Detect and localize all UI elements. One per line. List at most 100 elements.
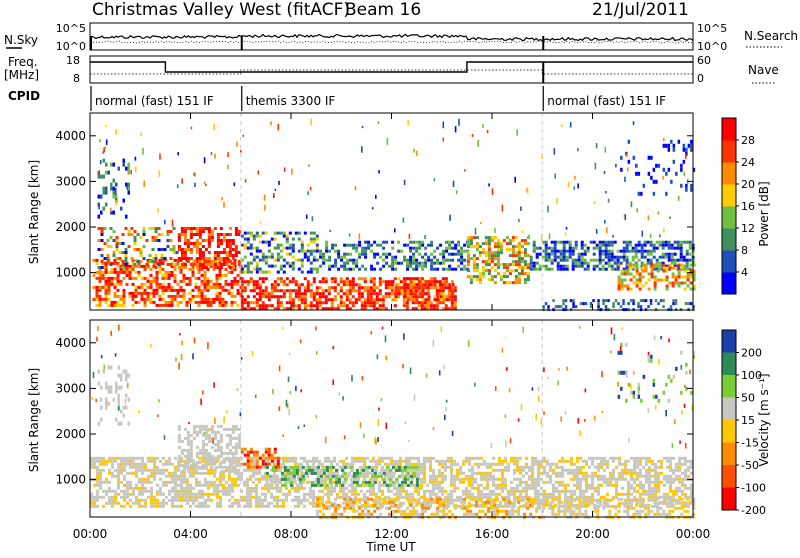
heatmap-cell <box>430 304 433 307</box>
heatmap-cell <box>507 466 510 469</box>
heatmap-cell <box>647 305 650 308</box>
heatmap-cell <box>141 133 143 137</box>
heatmap-cell <box>686 241 689 244</box>
heatmap-cell <box>204 481 207 484</box>
heatmap-cell <box>187 260 190 263</box>
nsearch-tick-high: 10^5 <box>697 22 727 35</box>
heatmap-cell <box>96 490 99 493</box>
heatmap-cell <box>654 463 657 466</box>
heatmap-cell <box>627 469 630 472</box>
heatmap-cell <box>256 292 259 295</box>
heatmap-cell <box>549 478 552 481</box>
heatmap-cell <box>180 487 183 490</box>
heatmap-cell <box>168 493 171 496</box>
heatmap-cell <box>572 265 575 268</box>
heatmap-cell <box>465 460 468 463</box>
heatmap-cell <box>141 283 144 286</box>
heatmap-cell <box>669 484 672 487</box>
heatmap-cell <box>388 280 391 283</box>
heatmap-cell <box>138 301 141 304</box>
heatmap-cell <box>108 460 111 463</box>
heatmap-cell <box>621 279 624 282</box>
heatmap-cell <box>650 299 653 302</box>
heatmap-cell <box>219 277 222 280</box>
heatmap-cell <box>504 502 507 505</box>
heatmap-cell <box>373 277 376 280</box>
heatmap-cell <box>195 481 198 484</box>
heatmap-cell <box>210 301 213 304</box>
heatmap-cell <box>675 466 678 469</box>
heatmap-cell <box>561 469 564 472</box>
heatmap-cell <box>161 254 164 257</box>
heatmap-cell <box>352 289 355 292</box>
heatmap-cell <box>228 487 231 490</box>
heatmap-cell <box>450 496 453 499</box>
heatmap-cell <box>143 230 146 233</box>
heatmap-cell <box>419 277 422 280</box>
heatmap-cell <box>343 301 346 304</box>
heatmap-cell <box>614 262 617 265</box>
heatmap-cell <box>340 280 343 283</box>
heatmap-cell <box>327 496 330 499</box>
heatmap-cell <box>388 292 391 295</box>
heatmap-cell <box>477 463 480 466</box>
heatmap-cell <box>310 268 313 271</box>
heatmap-cell <box>678 487 681 490</box>
heatmap-cell <box>620 156 623 160</box>
heatmap-cell <box>303 493 306 496</box>
heatmap-cell <box>681 276 684 279</box>
heatmap-cell <box>222 493 225 496</box>
heatmap-cell <box>433 268 436 271</box>
heatmap-cell <box>669 478 672 481</box>
heatmap-cell <box>477 472 480 475</box>
heatmap-cell <box>114 283 117 286</box>
heatmap-cell <box>114 499 117 502</box>
heatmap-cell <box>210 304 213 307</box>
heatmap-cell <box>201 292 204 295</box>
heatmap-cell <box>518 219 520 222</box>
heatmap-cell <box>141 481 144 484</box>
heatmap-cell <box>309 487 312 490</box>
heatmap-cell <box>402 487 405 490</box>
heatmap-cell <box>184 428 187 431</box>
heatmap-cell <box>232 242 235 245</box>
heatmap-cell <box>253 247 256 250</box>
heatmap-cell <box>120 469 123 472</box>
heatmap-cell <box>226 254 229 257</box>
heatmap-cell <box>593 241 596 244</box>
heatmap-cell <box>301 247 304 250</box>
heatmap-cell <box>351 463 354 466</box>
heatmap-cell <box>298 286 301 289</box>
heatmap-cell <box>358 289 361 292</box>
heatmap-cell <box>177 283 180 286</box>
heatmap-cell <box>513 493 516 496</box>
heatmap-cell <box>114 457 117 460</box>
heatmap-cell <box>340 286 343 289</box>
heatmap-cell <box>448 268 451 271</box>
heatmap-cell <box>503 239 506 242</box>
heatmap-cell <box>627 490 630 493</box>
heatmap-cell <box>512 254 515 257</box>
heatmap-cell <box>229 245 232 248</box>
heatmap-cell <box>443 292 446 295</box>
heatmap-cell <box>249 478 252 481</box>
heatmap-cell <box>543 457 546 460</box>
heatmap-cell <box>429 478 432 481</box>
heatmap-cell <box>543 481 546 484</box>
heatmap-cell <box>331 244 334 247</box>
heatmap-cell <box>298 232 301 235</box>
heatmap-cell <box>575 247 578 250</box>
heatmap-cell <box>438 490 441 493</box>
heatmap-cell <box>108 469 111 472</box>
heatmap-cell <box>587 247 590 250</box>
heatmap-cell <box>210 286 213 289</box>
heatmap-cell <box>223 263 226 266</box>
heatmap-cell <box>412 256 415 259</box>
heatmap-cell <box>473 245 476 248</box>
heatmap-cell <box>255 490 258 493</box>
heatmap-cell <box>663 478 666 481</box>
heatmap-cell <box>534 460 537 463</box>
heatmap-cell <box>486 463 489 466</box>
heatmap-cell <box>527 278 530 281</box>
heatmap-cell <box>180 481 183 484</box>
